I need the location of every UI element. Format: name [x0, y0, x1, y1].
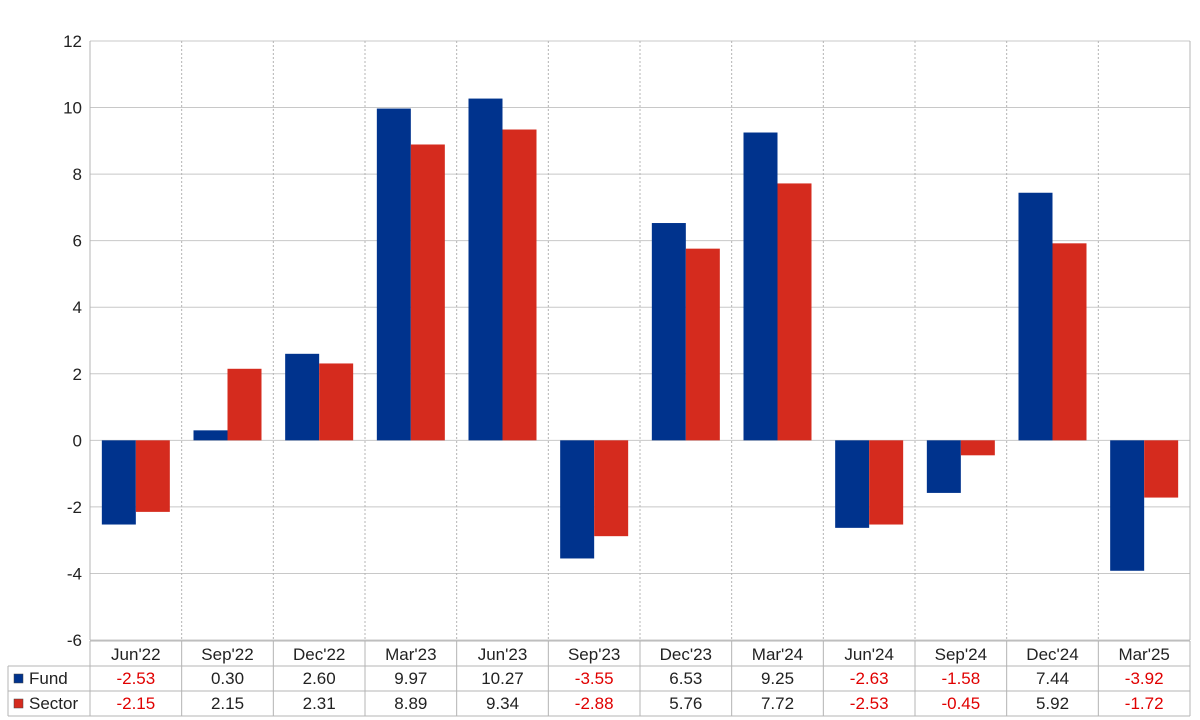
sector-bar	[227, 368, 262, 441]
fund-value: -3.92	[1125, 669, 1164, 688]
category-label: Sep'23	[568, 645, 620, 664]
y-tick-label: -4	[67, 564, 82, 583]
fund-value: 7.44	[1036, 669, 1069, 688]
fund-value: 0.30	[211, 669, 244, 688]
fund-bar	[101, 440, 136, 525]
category-label: Dec'22	[293, 645, 345, 664]
sector-bar	[1052, 243, 1087, 441]
category-label: Mar'24	[752, 645, 803, 664]
sector-bar	[685, 248, 720, 441]
sector-bar	[135, 440, 170, 512]
grid-lines	[89, 40, 1191, 641]
sector-bar	[594, 440, 629, 537]
sector-value: -0.45	[941, 694, 980, 713]
category-label: Jun'22	[111, 645, 161, 664]
sector-bar	[777, 183, 812, 441]
y-tick-label: 2	[73, 365, 82, 384]
bars	[101, 98, 1179, 571]
y-tick-label: 8	[73, 165, 82, 184]
sector-value: -2.15	[116, 694, 155, 713]
fund-value: -1.58	[941, 669, 980, 688]
fund-legend-swatch	[13, 673, 24, 684]
sector-value: 8.89	[394, 694, 427, 713]
category-label: Sep'22	[201, 645, 253, 664]
fund-value: -3.55	[575, 669, 614, 688]
sector-value: 7.72	[761, 694, 794, 713]
sector-bar	[502, 129, 537, 441]
fund-bar	[926, 440, 961, 493]
data-table: Jun'22 Sep'22 Dec'22 Mar'23 Jun'23 Sep'2…	[7, 640, 1191, 717]
fund-value: 9.97	[394, 669, 427, 688]
category-label: Jun'23	[478, 645, 528, 664]
fund-bar	[468, 98, 503, 441]
category-label: Dec'24	[1026, 645, 1078, 664]
sector-row: -2.15 2.15 2.31 8.89 9.34 -2.88 5.76 7.7…	[116, 694, 1163, 713]
fund-value: 10.27	[481, 669, 524, 688]
category-label: Jun'24	[844, 645, 894, 664]
sector-legend-swatch	[13, 698, 24, 709]
sector-value: 2.31	[303, 694, 336, 713]
y-tick-label: 6	[73, 232, 82, 251]
sector-bar	[960, 440, 995, 456]
category-labels: Jun'22 Sep'22 Dec'22 Mar'23 Jun'23 Sep'2…	[111, 645, 1170, 664]
fund-value: -2.63	[850, 669, 889, 688]
sector-bar	[319, 363, 354, 441]
sector-value: 9.34	[486, 694, 519, 713]
fund-value: -2.53	[116, 669, 155, 688]
sector-value: -2.53	[850, 694, 889, 713]
legend: Fund Sector	[13, 669, 78, 713]
category-label: Dec'23	[660, 645, 712, 664]
fund-row: -2.53 0.30 2.60 9.97 10.27 -3.55 6.53 9.…	[116, 669, 1163, 688]
category-label: Sep'24	[935, 645, 987, 664]
fund-bar	[1018, 192, 1053, 441]
fund-bar	[835, 440, 870, 528]
sector-value: 5.76	[669, 694, 702, 713]
sector-bar	[869, 440, 904, 525]
fund-value: 6.53	[669, 669, 702, 688]
fund-bar	[376, 108, 411, 441]
y-tick-label: 12	[63, 32, 82, 51]
fund-bar	[193, 430, 228, 441]
y-axis-ticks: 12 10 8 6 4 2 0 -2 -4 -6	[63, 32, 82, 650]
sector-legend-label: Sector	[29, 694, 78, 713]
y-tick-label: -2	[67, 498, 82, 517]
fund-legend-label: Fund	[29, 669, 68, 688]
sector-bar	[1144, 440, 1179, 498]
sector-value: 5.92	[1036, 694, 1069, 713]
y-tick-label: -6	[67, 631, 82, 650]
fund-bar	[560, 440, 595, 559]
sector-value: -2.88	[575, 694, 614, 713]
y-tick-label: 0	[73, 431, 82, 450]
fund-value: 9.25	[761, 669, 794, 688]
category-label: Mar'23	[385, 645, 436, 664]
sector-bar	[410, 144, 445, 441]
fund-bar	[1110, 440, 1145, 571]
fund-bar	[651, 223, 686, 441]
fund-bar	[285, 353, 320, 441]
fund-bar	[743, 132, 778, 441]
fund-value: 2.60	[303, 669, 336, 688]
sector-value: -1.72	[1125, 694, 1164, 713]
y-tick-label: 4	[73, 298, 82, 317]
category-label: Mar'25	[1118, 645, 1169, 664]
y-tick-label: 10	[63, 99, 82, 118]
sector-value: 2.15	[211, 694, 244, 713]
table-grid-lines	[7, 640, 1191, 717]
